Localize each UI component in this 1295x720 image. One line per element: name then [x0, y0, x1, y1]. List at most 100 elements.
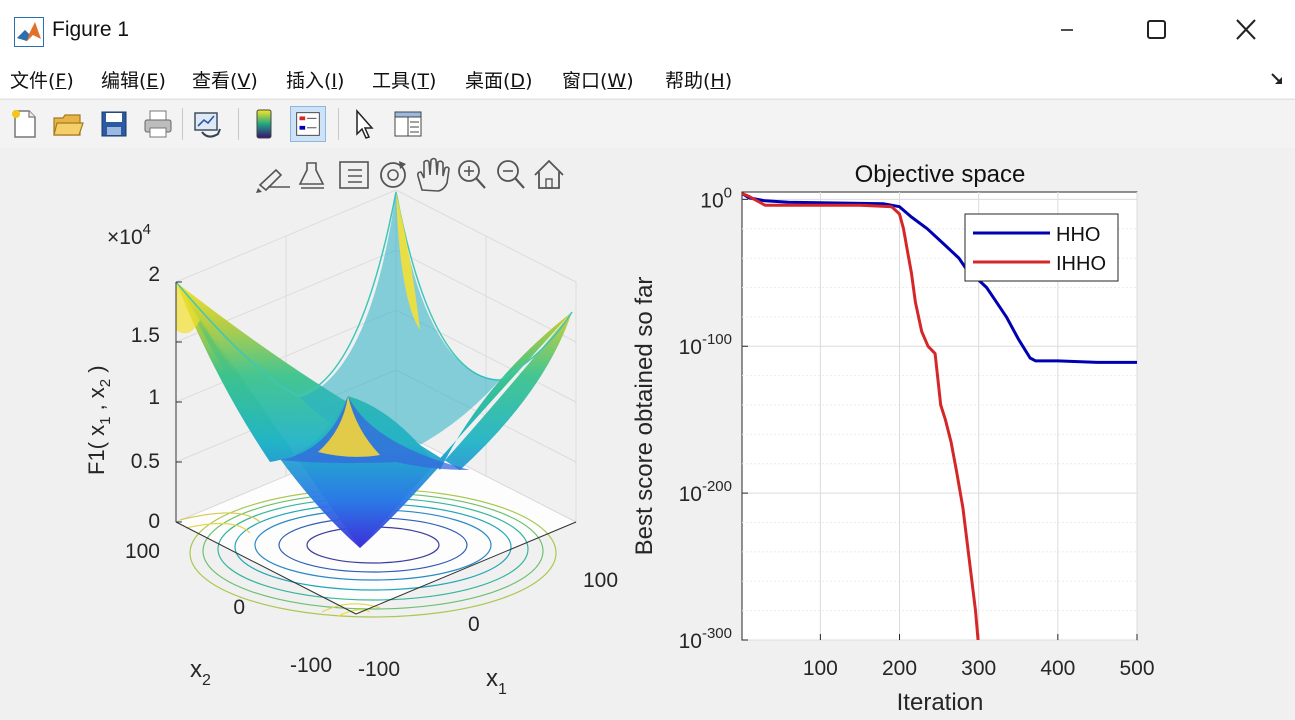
paren: ) — [626, 70, 634, 92]
menu-desktop-mnemonic: D — [510, 70, 526, 92]
surface-rim — [175, 191, 573, 397]
z-tick-label: 0.5 — [131, 450, 160, 473]
menu-tools-label: 工具( — [372, 70, 418, 92]
x1-tick-label: 0 — [468, 613, 480, 636]
insert-colorbar-icon[interactable] — [246, 106, 282, 142]
link-plot-icon[interactable] — [190, 106, 226, 142]
menu-edit-mnemonic: E — [146, 70, 159, 92]
home-icon[interactable] — [534, 159, 564, 189]
close-button[interactable] — [1226, 13, 1266, 47]
menu-window[interactable]: 窗口(W) — [562, 66, 634, 93]
legend-box — [964, 213, 1119, 282]
zoom-in-icon[interactable] — [458, 160, 486, 189]
print-icon[interactable] — [140, 106, 176, 142]
surface-left-peak — [176, 282, 200, 334]
x1-tick-label: -100 — [358, 658, 400, 681]
menu-insert-mnemonic: I — [331, 70, 338, 92]
x2-axis-line — [175, 521, 357, 615]
menu-window-mnemonic: W — [607, 70, 627, 92]
menu-desktop[interactable]: 桌面(D) — [465, 66, 532, 93]
toolbar-separator — [238, 108, 239, 140]
matlab-logo-icon — [14, 17, 44, 47]
menu-view[interactable]: 查看(V) — [192, 66, 258, 93]
x1-axis-line — [355, 521, 577, 615]
menu-file-mnemonic: F — [55, 70, 67, 92]
surface-back-peak — [300, 192, 500, 455]
menu-tools-mnemonic: T — [417, 70, 430, 92]
paren: ) — [337, 70, 345, 92]
paren: ) — [724, 70, 733, 92]
toolbar-separator — [182, 108, 183, 140]
maximize-button[interactable] — [1136, 13, 1176, 47]
data-tips-icon[interactable] — [298, 162, 325, 189]
z-tick-label: 0 — [148, 510, 160, 533]
chart-title: Objective space — [855, 161, 1026, 188]
menu-window-label: 窗口( — [562, 70, 608, 92]
legend-label-hho: HHO — [1056, 224, 1100, 246]
paren: ) — [429, 70, 437, 92]
menu-help[interactable]: 帮助(H) — [665, 66, 732, 93]
menu-edit[interactable]: 编辑(E) — [101, 66, 166, 93]
toolbar-separator — [338, 108, 339, 140]
convergence-plot[interactable]: 100 10-100 10-200 10-300 100 200 300 400 500 Obj… — [631, 161, 1155, 716]
minimize-button[interactable] — [1047, 13, 1087, 47]
window-title: Figure 1 — [52, 18, 130, 41]
surface-top-peak — [396, 192, 420, 330]
property-inspector-icon[interactable] — [390, 106, 426, 142]
surface-front-peak — [318, 396, 380, 457]
x1-tick-label: 100 — [583, 569, 618, 592]
save-icon[interactable] — [96, 106, 132, 142]
pan-icon[interactable] — [417, 157, 450, 192]
rotate-3d-icon[interactable] — [380, 161, 406, 188]
menu-insert[interactable]: 插入(I) — [286, 66, 344, 93]
x-tick-label: 300 — [961, 657, 996, 680]
y-tick-label: 10-100 — [679, 331, 732, 359]
x-tick-label: 200 — [882, 657, 917, 680]
series-line-ihho — [742, 192, 980, 640]
x1-axis-label: x1 — [486, 665, 507, 698]
dock-arrow-icon[interactable] — [1268, 70, 1286, 88]
x-tick-label: 400 — [1040, 657, 1075, 680]
zoom-out-icon[interactable] — [497, 160, 525, 189]
surface-plot-3d[interactable]: 2 1.5 1 0.5 0 ×104 F1( x1 , x2 ) 100 0 -… — [84, 189, 618, 698]
x-tick-label: 100 — [803, 657, 838, 680]
insert-legend-icon[interactable] — [290, 106, 326, 142]
axes-toolbar — [256, 157, 564, 193]
legend-toggle-icon[interactable] — [339, 161, 369, 189]
edit-plot-icon[interactable] — [346, 106, 382, 142]
z-tick-label: 1.5 — [131, 324, 160, 347]
figure-toolbar — [0, 99, 1295, 149]
open-file-icon[interactable] — [50, 106, 86, 142]
x-axis-label: Iteration — [897, 689, 984, 716]
menu-desktop-label: 桌面( — [465, 70, 511, 92]
figure-canvas: 2 1.5 1 0.5 0 ×104 F1( x1 , x2 ) 100 0 -… — [0, 148, 1295, 720]
x2-tick-label: -100 — [290, 654, 332, 677]
y-tick-label: 100 — [700, 184, 732, 212]
paren: ) — [525, 70, 533, 92]
new-figure-icon[interactable] — [6, 106, 42, 142]
y-tick-label: 10-300 — [679, 625, 732, 653]
z-tick-label: 2 — [148, 263, 160, 286]
title-bar: Figure 1 — [0, 0, 1295, 58]
x2-tick-label: 100 — [125, 540, 160, 563]
menu-bar: 文件(F) 编辑(E) 查看(V) 插入(I) 工具(T) 桌面(D) 窗口(W… — [0, 58, 1295, 98]
legend[interactable]: HHO IHHO — [964, 213, 1119, 282]
z-axis-label: F1( x1 , x2 ) — [84, 365, 114, 475]
y-tick-label: 10-200 — [679, 478, 732, 506]
x2-tick-label: 0 — [233, 596, 245, 619]
x-tick-label: 500 — [1119, 657, 1154, 680]
menu-view-label: 查看( — [192, 70, 238, 92]
brush-icon[interactable] — [256, 168, 290, 193]
paren: ) — [158, 70, 166, 92]
legend-label-ihho: IHHO — [1056, 253, 1106, 275]
paren: ) — [66, 70, 74, 92]
menu-insert-label: 插入( — [286, 70, 332, 92]
paren: ) — [250, 70, 258, 92]
axis-ticks: 100 10-100 10-200 10-300 100 200 300 400 500 — [679, 184, 1155, 680]
menu-tools[interactable]: 工具(T) — [372, 66, 436, 93]
menu-file[interactable]: 文件(F) — [10, 66, 74, 93]
z-exponent-label: ×104 — [107, 221, 151, 249]
x2-axis-label: x2 — [190, 656, 211, 689]
y-axis-label: Best score obtained so far — [631, 277, 658, 556]
